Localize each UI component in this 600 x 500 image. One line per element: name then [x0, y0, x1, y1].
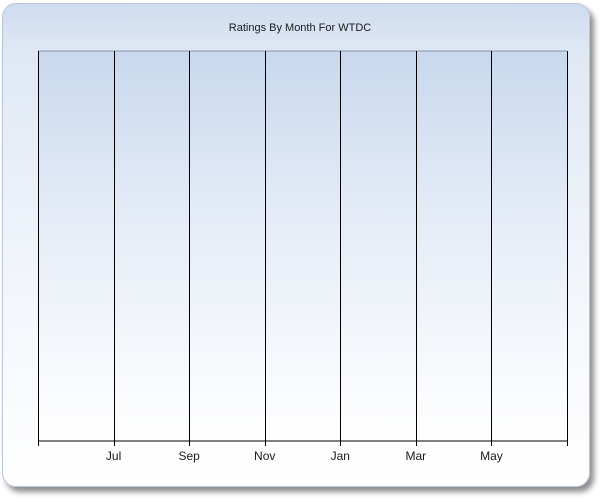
chart-title: Ratings By Month For WTDC	[228, 22, 372, 34]
x-tick-label: May	[480, 449, 503, 463]
x-axis-ticks	[38, 441, 568, 446]
x-axis-tick-labels: Jul Sep Nov Jan Mar May	[106, 449, 503, 463]
plot-area	[38, 51, 567, 441]
x-tick-label: Sep	[178, 449, 200, 463]
x-tick-label: Mar	[406, 449, 427, 463]
gridlines	[38, 51, 568, 441]
x-tick-label: Jul	[106, 449, 121, 463]
x-tick-label: Jan	[331, 449, 350, 463]
x-tick-label: Nov	[254, 449, 275, 463]
